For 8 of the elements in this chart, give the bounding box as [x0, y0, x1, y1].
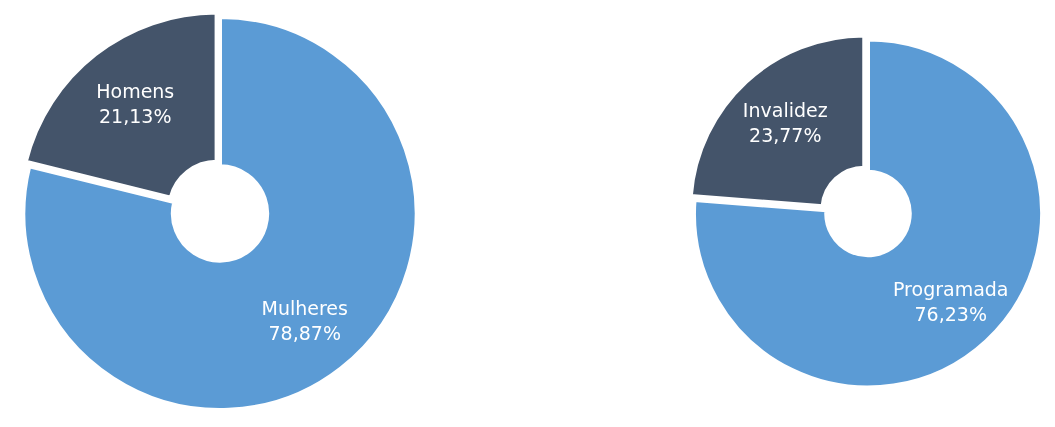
slice-label: Mulheres	[261, 296, 348, 319]
data-label: 76,23%	[914, 302, 987, 325]
data-label: 78,87%	[268, 321, 341, 344]
slice-label: Programada	[892, 277, 1009, 300]
data-label: 23,77%	[749, 124, 822, 147]
data-label: 21,13%	[99, 105, 172, 128]
slice-label: Invalidez	[742, 99, 828, 122]
slice-label: Homens	[96, 80, 175, 103]
